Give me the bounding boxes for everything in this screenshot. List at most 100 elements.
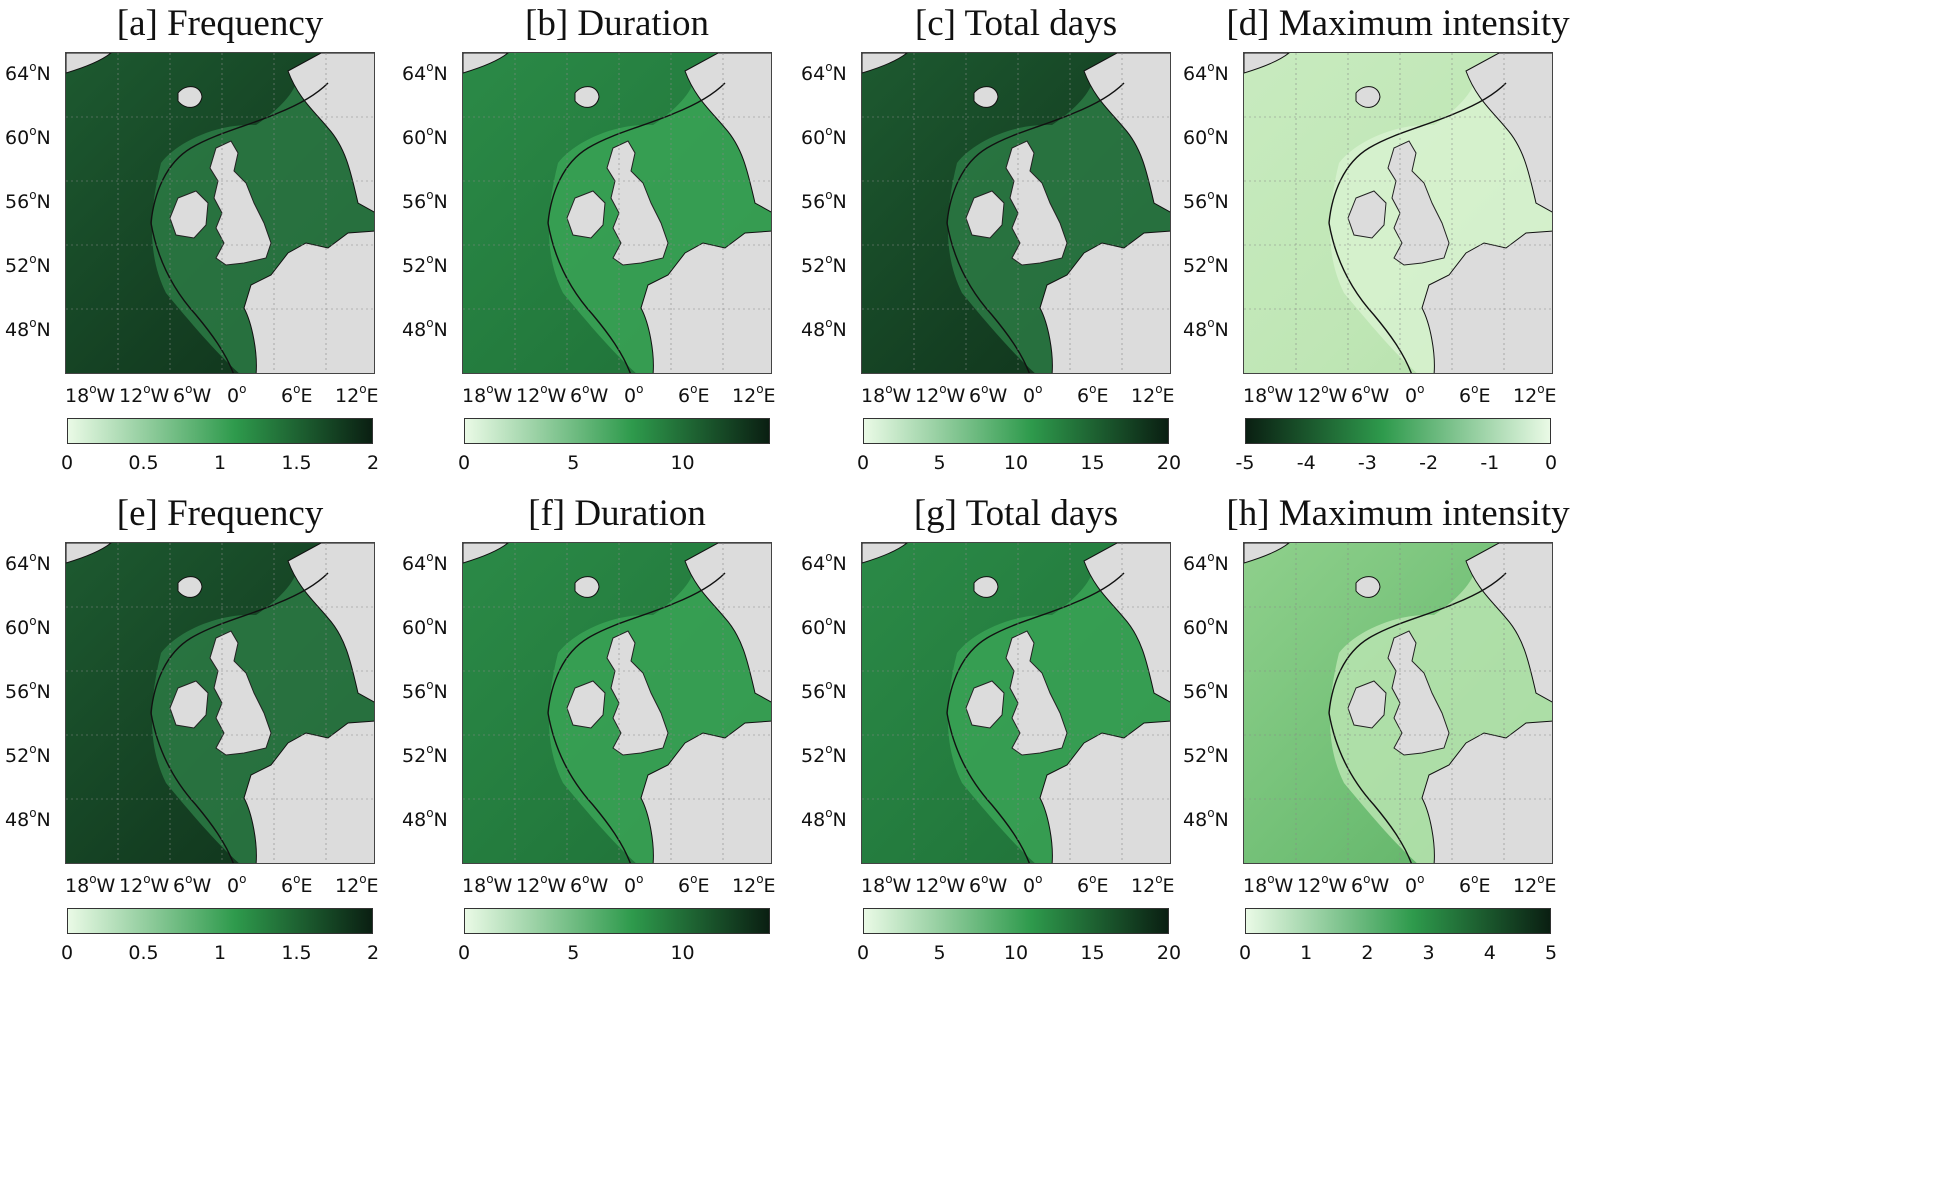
shelf-contour-south bbox=[1328, 712, 1412, 863]
latitude-label: 48oN bbox=[5, 316, 51, 341]
land-iceland bbox=[66, 53, 112, 74]
panel-title: [g] Total days bbox=[913, 493, 1119, 534]
map-area bbox=[861, 52, 1171, 374]
panel-title: [f] Duration bbox=[528, 493, 706, 534]
colorbar-tick-label: 5 bbox=[933, 452, 946, 474]
colorbar-tick-label: 0.5 bbox=[128, 452, 159, 474]
longitude-label: 12oW bbox=[915, 872, 966, 897]
longitude-label: 18oW bbox=[1243, 872, 1294, 897]
longitude-label: 6oW bbox=[1351, 382, 1390, 407]
land-ireland bbox=[566, 190, 606, 239]
shelf-contour bbox=[946, 82, 1125, 224]
shelf-contour-south bbox=[946, 712, 1030, 863]
latitude-label: 56oN bbox=[402, 188, 448, 213]
land-great-britain bbox=[1387, 140, 1450, 266]
land-scandinavia bbox=[684, 543, 771, 703]
latitude-label: 64oN bbox=[1183, 550, 1229, 575]
longitude-label: 12oW bbox=[516, 872, 567, 897]
map-area bbox=[65, 542, 375, 864]
shelf-contour bbox=[1328, 82, 1507, 224]
longitude-label: 6oE bbox=[1459, 872, 1491, 897]
land-iceland bbox=[1244, 543, 1290, 564]
land-scandinavia bbox=[287, 53, 374, 213]
map-canvas bbox=[66, 543, 374, 863]
colorbar-tick-label: 15 bbox=[1080, 452, 1105, 474]
colorbar-tick-label: 0 bbox=[856, 452, 870, 474]
latitude-label: 56oN bbox=[801, 188, 847, 213]
latitude-label: 60oN bbox=[1183, 614, 1229, 639]
map-canvas bbox=[1244, 543, 1552, 863]
land-iceland bbox=[1244, 53, 1290, 74]
colorbar bbox=[67, 908, 373, 934]
latitude-label: 64oN bbox=[5, 550, 51, 575]
colorbar-tick-label: 1 bbox=[1300, 942, 1313, 964]
colorbar-tick-label: 1.5 bbox=[281, 452, 312, 474]
land-great-britain bbox=[606, 140, 669, 266]
colorbar-tick-label: 5 bbox=[567, 942, 580, 964]
colorbar-tick-label: 10 bbox=[670, 452, 695, 474]
land-europe bbox=[640, 230, 771, 373]
land-great-britain bbox=[1387, 630, 1450, 756]
longitude-label: 12oE bbox=[1513, 872, 1557, 897]
land-faroe bbox=[1355, 576, 1381, 598]
map-area bbox=[1243, 542, 1553, 864]
shelf-contour bbox=[946, 572, 1125, 714]
latitude-label: 64oN bbox=[801, 60, 847, 85]
latitude-label: 52oN bbox=[1183, 742, 1229, 767]
longitude-label: 6oW bbox=[570, 872, 609, 897]
longitude-label: 18oW bbox=[462, 382, 513, 407]
shelf-contour bbox=[150, 82, 329, 224]
shelf-contour-south bbox=[547, 712, 631, 863]
land-faroe bbox=[973, 86, 999, 108]
longitude-label: 12oW bbox=[915, 382, 966, 407]
colorbar-tick-label: 0 bbox=[457, 942, 471, 964]
latitude-label: 52oN bbox=[402, 252, 448, 277]
land-europe bbox=[1039, 230, 1170, 373]
longitude-label: 12oW bbox=[119, 382, 170, 407]
land-scandinavia bbox=[684, 53, 771, 213]
colorbar-tick-label: 0 bbox=[1238, 942, 1252, 964]
land-ireland bbox=[1347, 680, 1387, 729]
longitude-label: 18oW bbox=[65, 872, 116, 897]
latitude-label: 52oN bbox=[5, 742, 51, 767]
land-faroe bbox=[177, 86, 203, 108]
colorbar-tick-label: 10 bbox=[1003, 942, 1029, 964]
latitude-label: 52oN bbox=[402, 742, 448, 767]
latitude-label: 64oN bbox=[1183, 60, 1229, 85]
land-iceland bbox=[862, 543, 908, 564]
colorbar-tick-label: -1 bbox=[1480, 452, 1500, 474]
longitude-label: 18oW bbox=[65, 382, 116, 407]
colorbar-tick-label: 5 bbox=[933, 942, 946, 964]
longitude-label: 6oW bbox=[173, 382, 212, 407]
longitude-label: 6oE bbox=[1077, 382, 1109, 407]
latitude-label: 52oN bbox=[801, 742, 847, 767]
longitude-label: 0o bbox=[624, 872, 644, 897]
latitude-label: 48oN bbox=[1183, 316, 1229, 341]
longitude-label: 12oE bbox=[732, 382, 776, 407]
colorbar-tick-label: 10 bbox=[1003, 452, 1029, 474]
land-ireland bbox=[566, 680, 606, 729]
shelf-contour-south bbox=[150, 222, 234, 373]
longitude-label: 0o bbox=[1023, 872, 1043, 897]
longitude-label: 12oW bbox=[119, 872, 170, 897]
colorbar-tick-label: -5 bbox=[1235, 452, 1255, 474]
colorbar-tick-label: 10 bbox=[670, 942, 695, 964]
panel-title: [d] Maximum intensity bbox=[1226, 3, 1570, 44]
land-ireland bbox=[1347, 190, 1387, 239]
colorbar-tick-label: 1 bbox=[213, 452, 227, 474]
land-europe bbox=[243, 720, 374, 863]
shelf-contour-south bbox=[547, 222, 631, 373]
latitude-label: 56oN bbox=[5, 678, 51, 703]
colorbar bbox=[67, 418, 373, 444]
colorbar bbox=[863, 418, 1169, 444]
colorbar bbox=[464, 418, 770, 444]
panel-title: [c] Total days bbox=[914, 3, 1118, 44]
longitude-label: 0o bbox=[624, 382, 644, 407]
land-faroe bbox=[574, 576, 600, 598]
longitude-label: 6oE bbox=[678, 382, 710, 407]
colorbar-tick-label: 0 bbox=[457, 452, 471, 474]
colorbar bbox=[1245, 908, 1551, 934]
map-canvas bbox=[1244, 53, 1552, 373]
map-canvas bbox=[862, 543, 1170, 863]
longitude-label: 18oW bbox=[861, 382, 912, 407]
